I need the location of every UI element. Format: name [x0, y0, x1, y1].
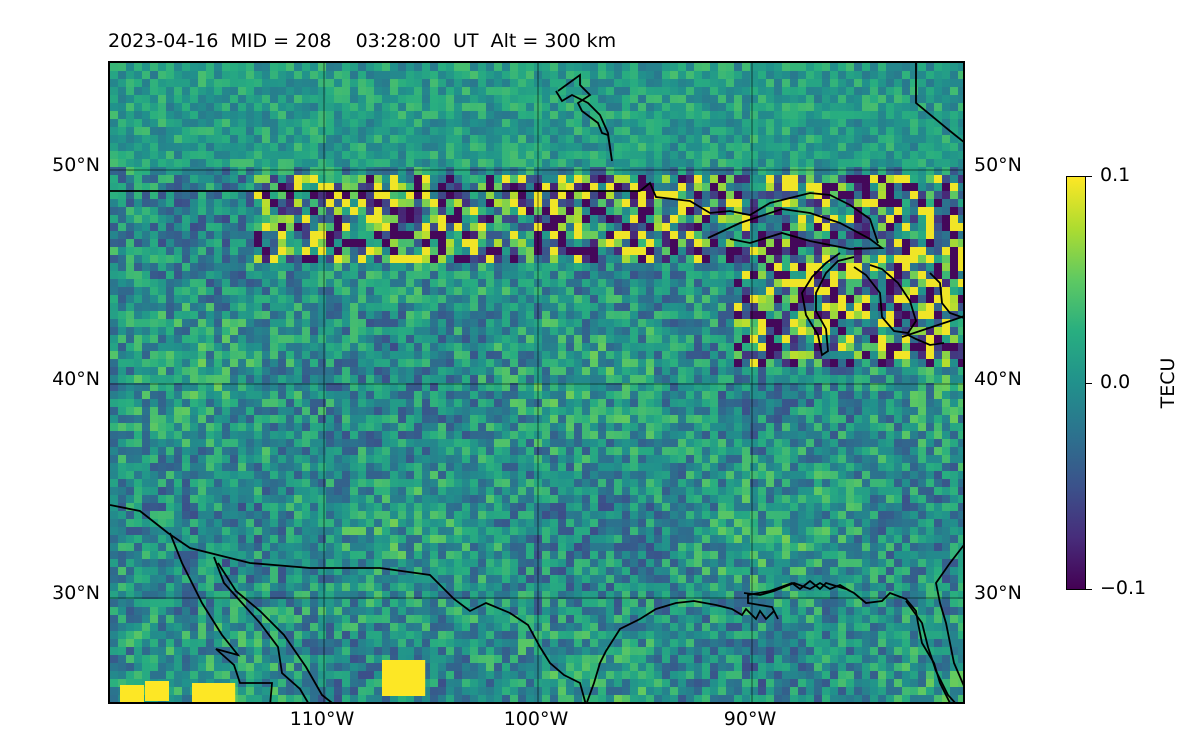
colorbar-tick-min [1086, 589, 1092, 590]
lat-label-left-40n: 40°N [52, 368, 100, 390]
mississippi-delta [743, 581, 851, 596]
baja-california [169, 532, 273, 702]
great-lakes-east [929, 272, 963, 319]
lon-label-90w: 90°W [723, 708, 777, 730]
lon-label-110w: 110°W [289, 708, 355, 730]
lake-erie-ontario [901, 315, 963, 338]
lat-label-right-50n: 50°N [974, 154, 1022, 176]
lake-superior [707, 208, 885, 250]
bright-tec-patch [192, 683, 236, 702]
lat-label-left-50n: 50°N [52, 154, 100, 176]
florida-peninsula [905, 600, 956, 702]
colorbar-label-zero: 0.0 [1100, 371, 1131, 393]
mexico-gulf-of-california [213, 556, 309, 702]
title-time: 03:28:00 UT [355, 30, 479, 52]
michigan-ohio-border [907, 334, 945, 346]
title-mid: MID = 208 [230, 30, 332, 52]
lat-label-right-40n: 40°N [974, 368, 1022, 390]
mexico-pacific-coast [217, 562, 333, 702]
bright-tec-patch [120, 685, 144, 702]
lake-huron [853, 264, 917, 334]
gulf-coast-texas [586, 579, 951, 702]
colorbar-unit: TECU [1157, 357, 1179, 409]
title-date: 2023-04-16 [108, 30, 219, 52]
bright-tec-patch [382, 660, 426, 696]
lake-michigan [801, 252, 855, 357]
graticule [110, 63, 963, 702]
lon-label-100w: 100°W [503, 708, 569, 730]
atlantic-coast [935, 544, 963, 687]
lat-label-left-30n: 30°N [52, 582, 100, 604]
lat-label-right-30n: 30°N [974, 582, 1022, 604]
us-mexico-border-west [110, 504, 587, 702]
northeast-canada-coast [915, 63, 963, 143]
colorbar-label-max: 0.1 [1100, 164, 1131, 186]
colorbar-tick-max [1086, 176, 1092, 177]
hudson-bay-island-coast [555, 73, 613, 162]
colorbar [1066, 176, 1086, 590]
bright-tec-patch [145, 681, 169, 701]
coastlines-and-borders [110, 63, 963, 702]
canada-shield-border [639, 181, 879, 244]
map-title: 2023-04-16 MID = 208 03:28:00 UT Alt = 3… [108, 30, 616, 52]
colorbar-tick-zero [1086, 383, 1092, 384]
colorbar-label-min: −0.1 [1100, 577, 1147, 599]
tec-map-canvas [110, 63, 963, 702]
tec-heatmap-cells [110, 63, 963, 702]
tec-map [108, 61, 965, 704]
title-altitude: Alt = 300 km [490, 30, 617, 52]
